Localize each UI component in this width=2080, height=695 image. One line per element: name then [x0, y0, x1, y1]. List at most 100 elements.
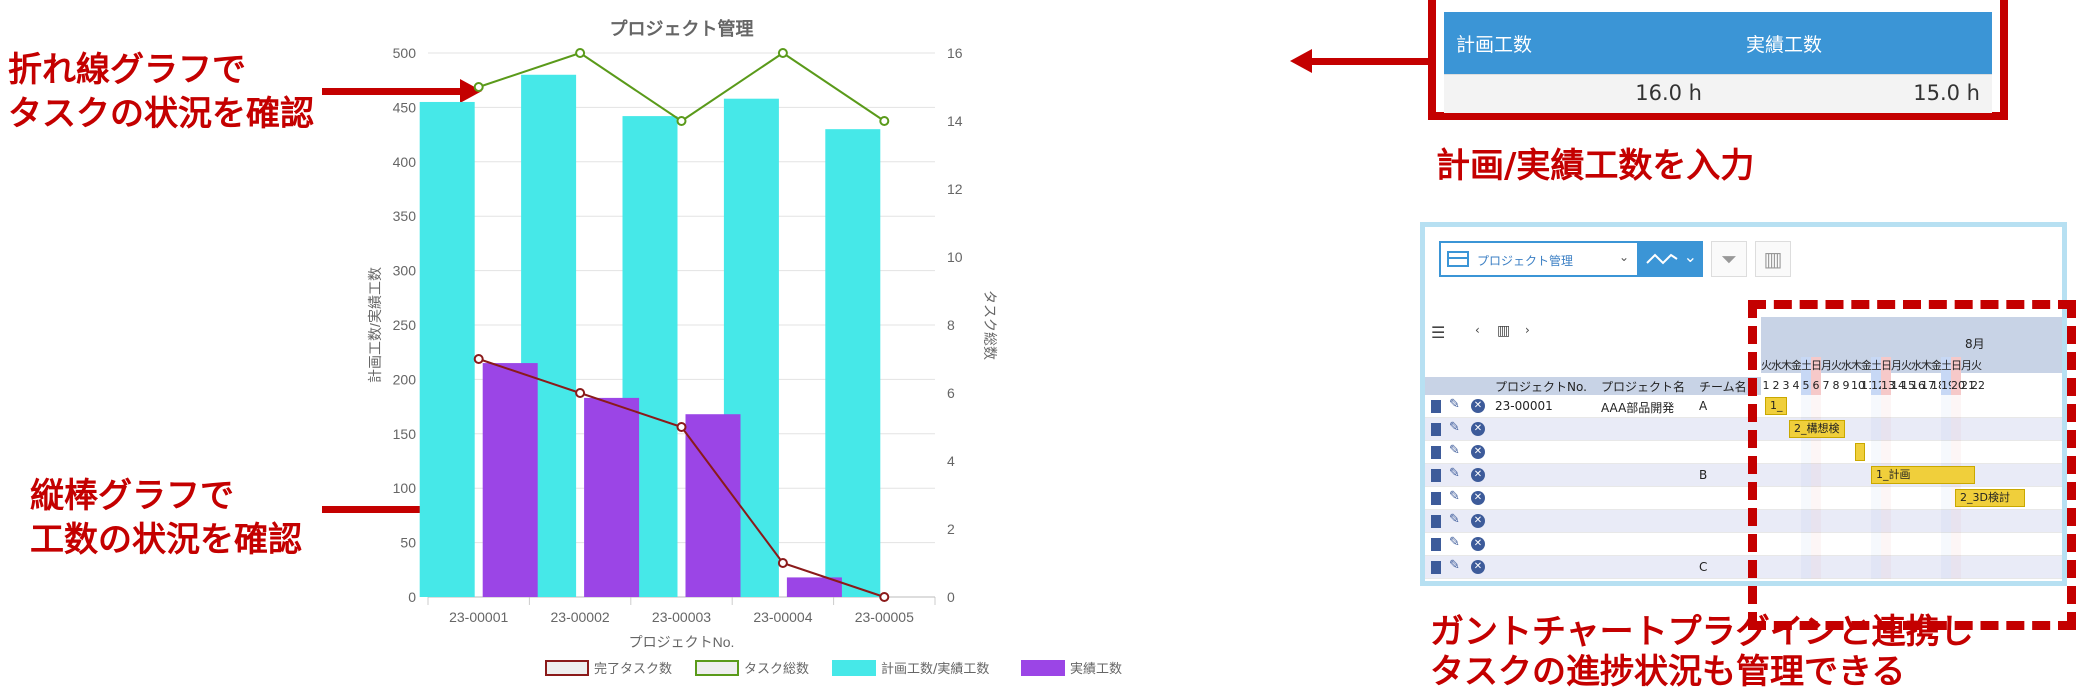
- y2-tick-label: 16: [947, 45, 963, 61]
- column-header[interactable]: チーム名: [1699, 380, 1747, 394]
- table-row[interactable]: [1425, 556, 2062, 579]
- planned-hours-value[interactable]: 16.0 h: [1635, 81, 1702, 105]
- gantt-task-bar[interactable]: 1_計画: [1871, 466, 1975, 484]
- weekday-label: 水: [1771, 359, 1782, 372]
- planned-hours-header: 計画工数: [1456, 34, 1533, 56]
- weekday-label: 月: [1961, 359, 1972, 372]
- gantt-note-line1: ガントチャートプラグインと連携し: [1430, 612, 1974, 652]
- y-tick-label: 50: [400, 535, 416, 551]
- document-icon[interactable]: [1431, 446, 1441, 459]
- weekday-label: 金: [1931, 359, 1942, 372]
- weekday-label: 日: [1881, 359, 1892, 372]
- document-icon[interactable]: [1431, 515, 1441, 528]
- menu-icon[interactable]: ☰: [1431, 323, 1446, 342]
- y-tick-label: 500: [393, 45, 417, 61]
- bar-chart-icon: ▥: [1763, 247, 1783, 271]
- document-icon[interactable]: [1431, 400, 1441, 413]
- weekday-label: 土: [1871, 359, 1882, 372]
- weekday-label: 木: [1921, 359, 1932, 372]
- table-cell: AAA部品開発: [1601, 401, 1675, 415]
- delete-icon[interactable]: ✕: [1471, 468, 1485, 482]
- chevron-down-icon: ⌄: [1683, 247, 1697, 266]
- gantt-task-bar[interactable]: 2_3D検討: [1955, 489, 2025, 507]
- gantt-task-bar[interactable]: 1_: [1765, 397, 1787, 415]
- gantt-panel: プロジェクト管理 ⌄ ⌄ ⏷ ▥ ☰ ‹ ▥ › 8月プロジェクトNo. プロジェ…: [1420, 222, 2067, 586]
- delete-icon[interactable]: ✕: [1471, 445, 1485, 459]
- column-header[interactable]: プロジェクトNo.: [1495, 380, 1587, 394]
- table-row[interactable]: [1425, 441, 2062, 464]
- series-point: [473, 354, 484, 364]
- document-icon[interactable]: [1431, 469, 1441, 482]
- project-chart: プロジェクト管理 0 50 100 150 200 250 300 350 400 450 500 0 2…: [367, 18, 1122, 677]
- columns-icon[interactable]: ▥: [1497, 323, 1511, 339]
- x-tick-label: 23-00003: [652, 609, 711, 625]
- weekday-label: 日: [1951, 359, 1962, 372]
- weekday-label: 火: [1971, 359, 1982, 372]
- table-row[interactable]: [1425, 395, 2062, 418]
- edit-icon[interactable]: ✎: [1449, 397, 1460, 412]
- series-point: [676, 116, 687, 126]
- hours-table-panel: 計画工数 実績工数 16.0 h 15.0 h: [1428, 0, 2008, 120]
- edit-icon[interactable]: ✎: [1449, 512, 1460, 527]
- day-label: 9: [1842, 379, 1850, 392]
- weekday-label: 火: [1761, 359, 1772, 372]
- bar-actual: [584, 397, 640, 597]
- x-tick-label: 23-00002: [551, 609, 610, 625]
- legend-swatch: [832, 660, 876, 676]
- gantt-task-bar[interactable]: 2_構想検: [1789, 420, 1845, 438]
- gantt-highlight: [1748, 300, 2076, 630]
- weekday-label: 月: [1891, 359, 1902, 372]
- weekday-label: 金: [1791, 359, 1802, 372]
- view-select[interactable]: プロジェクト管理 ⌄: [1439, 241, 1639, 277]
- x-tick-label: 23-00004: [753, 609, 812, 625]
- y2-axis-title: タスク総数: [982, 290, 998, 360]
- edit-icon[interactable]: ✎: [1449, 535, 1460, 550]
- table-row[interactable]: [1425, 510, 2062, 533]
- edit-icon[interactable]: ✎: [1449, 489, 1460, 504]
- delete-icon[interactable]: ✕: [1471, 399, 1485, 413]
- gantt-month: 8月: [1965, 337, 1985, 351]
- edit-icon[interactable]: ✎: [1449, 443, 1460, 458]
- bar-chart-note: 縦棒グラフで 工数の状況を確認: [30, 474, 302, 562]
- table-row[interactable]: [1425, 487, 2062, 510]
- document-icon[interactable]: [1431, 561, 1441, 574]
- weekday-label: 月: [1821, 359, 1832, 372]
- edit-icon[interactable]: ✎: [1449, 466, 1460, 481]
- chart-type-button[interactable]: ⌄: [1639, 241, 1703, 277]
- gantt-task-bar[interactable]: [1855, 443, 1865, 461]
- document-icon[interactable]: [1431, 492, 1441, 505]
- delete-icon[interactable]: ✕: [1471, 537, 1485, 551]
- bar-note-line1: 縦棒グラフで: [30, 476, 234, 516]
- weekday-label: 火: [1831, 359, 1842, 372]
- y2-tick-label: 12: [947, 181, 963, 197]
- document-icon[interactable]: [1431, 538, 1441, 551]
- column-chart-button[interactable]: ▥: [1755, 241, 1791, 277]
- delete-icon[interactable]: ✕: [1471, 422, 1485, 436]
- edit-icon[interactable]: ✎: [1449, 420, 1460, 435]
- prev-icon[interactable]: ‹: [1475, 323, 1480, 337]
- day-label: 3: [1782, 379, 1790, 392]
- y-tick-label: 100: [393, 480, 417, 496]
- table-cell: A: [1699, 399, 1708, 413]
- column-header[interactable]: プロジェクト名: [1601, 380, 1686, 394]
- y-tick-label: 150: [393, 426, 417, 442]
- y2-tick-label: 2: [947, 521, 955, 537]
- actual-hours-value[interactable]: 15.0 h: [1913, 81, 1980, 105]
- actual-hours-header: 実績工数: [1746, 34, 1823, 56]
- table-row[interactable]: [1425, 418, 2062, 441]
- y2-tick-label: 0: [947, 589, 955, 605]
- filter-button[interactable]: ⏷: [1711, 241, 1747, 277]
- delete-icon[interactable]: ✕: [1471, 491, 1485, 505]
- edit-icon[interactable]: ✎: [1449, 558, 1460, 573]
- y2-tick-label: 10: [947, 249, 963, 265]
- y2-tick-label: 6: [947, 385, 955, 401]
- table-row[interactable]: [1425, 533, 2062, 556]
- document-icon[interactable]: [1431, 423, 1441, 436]
- next-icon[interactable]: ›: [1525, 323, 1530, 337]
- hours-table-row[interactable]: 16.0 h 15.0 h: [1444, 74, 1992, 113]
- legend-label: タスク総数: [744, 662, 809, 677]
- delete-icon[interactable]: ✕: [1471, 560, 1485, 574]
- delete-icon[interactable]: ✕: [1471, 514, 1485, 528]
- weekday-label: 水: [1841, 359, 1852, 372]
- line-note-line1: 折れ線グラフで: [8, 50, 246, 90]
